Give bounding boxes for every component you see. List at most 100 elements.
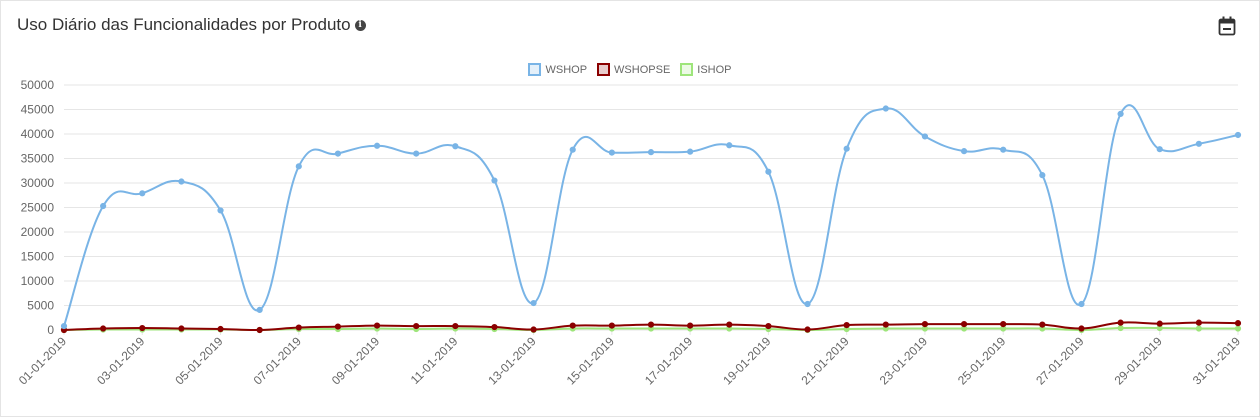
- data-point-wshopse: [843, 322, 850, 329]
- data-point-wshop: [1234, 131, 1242, 139]
- data-point-wshop: [1195, 140, 1202, 147]
- data-point-wshopse: [178, 325, 185, 332]
- data-point-wshopse: [1117, 319, 1124, 326]
- calendar-minus-icon[interactable]: [1218, 16, 1236, 36]
- data-point-wshop: [413, 150, 420, 157]
- x-tick-label: 09-01-2019: [329, 334, 383, 388]
- data-point-wshopse: [608, 322, 615, 329]
- data-point-wshop: [100, 202, 107, 210]
- series-line-wshop: [63, 104, 1239, 327]
- data-point-wshop: [60, 322, 68, 330]
- data-point-wshopse: [647, 321, 655, 328]
- x-tick-label: 19-01-2019: [720, 334, 774, 388]
- data-point-wshop: [569, 146, 576, 153]
- x-tick-label: 21-01-2019: [798, 334, 852, 388]
- y-tick-label: 35000: [21, 152, 55, 166]
- x-tick-label: 25-01-2019: [955, 334, 1009, 388]
- data-point-wshop: [256, 306, 263, 314]
- y-tick-label: 5000: [27, 299, 54, 313]
- data-point-wshopse: [1078, 325, 1085, 332]
- y-tick-label: 40000: [21, 127, 55, 141]
- data-point-wshopse: [1000, 321, 1007, 328]
- panel-title: Uso Diário das Funcionalidades por Produ…: [17, 15, 366, 35]
- data-point-wshopse: [1195, 319, 1202, 326]
- data-point-wshopse: [452, 322, 459, 330]
- y-tick-label: 0: [47, 323, 54, 337]
- legend-label: ISHOP: [697, 63, 732, 76]
- data-point-wshop: [921, 133, 929, 140]
- data-point-wshopse: [139, 324, 146, 332]
- x-tick-label: 29-01-2019: [1112, 334, 1166, 388]
- data-point-wshop: [765, 168, 772, 175]
- x-tick-label: 11-01-2019: [408, 334, 461, 387]
- data-point-wshopse: [256, 326, 263, 334]
- data-point-wshop: [295, 163, 302, 170]
- y-tick-label: 10000: [21, 274, 55, 288]
- legend-swatch: [680, 63, 694, 76]
- data-point-wshop: [804, 300, 811, 308]
- y-tick-label: 30000: [21, 176, 55, 190]
- data-point-wshop: [1078, 300, 1085, 308]
- x-tick-label: 07-01-2019: [251, 334, 305, 388]
- data-point-wshop: [1156, 146, 1163, 153]
- data-point-wshopse: [960, 321, 968, 328]
- legend-item-ishop[interactable]: ISHOP: [680, 63, 732, 76]
- data-point-wshop: [452, 143, 459, 150]
- legend-swatch: [597, 63, 611, 76]
- chart-legend: WSHOP WSHOPSE ISHOP: [0, 63, 1260, 76]
- x-tick-label: 31-01-2019: [1190, 334, 1244, 388]
- x-tick-label: 23-01-2019: [877, 334, 931, 388]
- data-point-wshop: [334, 150, 342, 157]
- data-point-wshopse: [491, 323, 498, 331]
- legend-label: WSHOP: [545, 63, 588, 76]
- data-point-wshopse: [1234, 320, 1242, 327]
- x-tick-label: 13-01-2019: [485, 334, 539, 388]
- data-point-wshop: [687, 148, 694, 155]
- data-point-wshop: [373, 142, 381, 149]
- y-tick-label: 25000: [21, 201, 55, 215]
- data-point-wshop: [491, 177, 498, 184]
- data-point-wshop: [1117, 110, 1124, 118]
- data-point-wshop: [1039, 172, 1046, 179]
- data-point-wshop: [530, 299, 537, 307]
- x-tick-label: 15-01-2019: [564, 334, 618, 388]
- info-circle-icon[interactable]: i: [354, 19, 366, 31]
- data-point-ishop: [1234, 325, 1242, 332]
- data-point-wshop: [960, 148, 968, 155]
- x-tick-label: 01-01-2019: [16, 334, 70, 388]
- data-point-wshopse: [530, 326, 537, 333]
- data-point-wshopse: [373, 322, 381, 329]
- legend-item-wshopse[interactable]: WSHOPSE: [597, 63, 670, 76]
- x-tick-label: 27-01-2019: [1033, 334, 1087, 388]
- data-point-wshopse: [1156, 320, 1163, 327]
- y-tick-label: 45000: [21, 103, 55, 117]
- x-tick-label: 05-01-2019: [172, 334, 226, 388]
- panel-title-text: Uso Diário das Funcionalidades por Produ…: [17, 15, 351, 34]
- data-point-ishop: [1117, 324, 1124, 332]
- data-point-wshopse: [1039, 321, 1046, 328]
- data-point-ishop: [1195, 325, 1202, 332]
- data-point-wshopse: [687, 322, 694, 329]
- data-point-wshopse: [882, 321, 889, 328]
- y-tick-label: 20000: [21, 225, 55, 239]
- x-tick-label: 17-01-2019: [642, 334, 696, 388]
- data-point-wshopse: [765, 322, 772, 330]
- data-point-wshop: [726, 142, 733, 149]
- data-point-wshop: [1000, 146, 1007, 153]
- legend-label: WSHOPSE: [614, 63, 671, 76]
- data-point-wshop: [178, 178, 185, 185]
- data-point-wshop: [647, 149, 655, 156]
- legend-swatch: [528, 63, 542, 76]
- data-point-wshopse: [921, 321, 929, 328]
- data-point-wshopse: [100, 325, 107, 332]
- data-point-wshopse: [217, 325, 224, 333]
- legend-item-wshop[interactable]: WSHOP: [528, 63, 587, 76]
- y-tick-label: 15000: [21, 250, 55, 264]
- data-point-wshopse: [295, 324, 302, 331]
- data-point-wshop: [139, 190, 146, 197]
- data-point-wshopse: [804, 326, 811, 333]
- data-point-wshopse: [413, 322, 420, 330]
- data-point-wshopse: [569, 322, 576, 329]
